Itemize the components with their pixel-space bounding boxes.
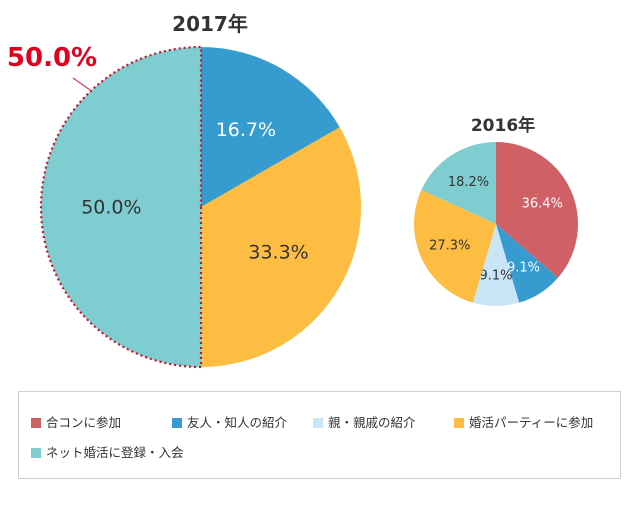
- pie-slice: [496, 224, 558, 303]
- pie-slice: [201, 47, 340, 207]
- slice-label: 27.3%: [429, 239, 470, 254]
- legend-swatch: [31, 448, 41, 458]
- legend-label: 友人・知人の紹介: [187, 415, 288, 430]
- callout-value: 50.0%: [7, 43, 97, 73]
- slice-label: 18.2%: [448, 175, 489, 190]
- slice-label: 36.4%: [522, 196, 563, 211]
- legend-label: ネット婚活に登録・入会: [46, 445, 184, 460]
- pie-slice: [496, 142, 578, 278]
- pie-slice: [41, 47, 201, 367]
- chart-title: 2017年: [172, 12, 248, 36]
- legend: 合コンに参加 友人・知人の紹介 親・親戚の紹介 婚活パーティーに参加 ネット婚活…: [18, 391, 621, 479]
- pie-slice: [472, 224, 520, 306]
- legend-swatch: [313, 418, 323, 428]
- slice-label: 50.0%: [81, 197, 141, 219]
- slice-label: 9.1%: [507, 260, 540, 275]
- pie-slice: [201, 127, 361, 368]
- slice-label: 16.7%: [216, 119, 276, 141]
- legend-item: 婚活パーティーに参加: [454, 412, 593, 431]
- pie-slice: [421, 142, 496, 224]
- legend-item: 合コンに参加: [31, 412, 121, 431]
- slice-label: 9.1%: [479, 268, 512, 283]
- legend-item: 親・親戚の紹介: [313, 412, 416, 431]
- legend-label: 婚活パーティーに参加: [469, 415, 594, 430]
- legend-item: 友人・知人の紹介: [172, 412, 287, 431]
- pie-slice: [413, 189, 496, 303]
- legend-swatch: [454, 418, 464, 428]
- legend-swatch: [172, 418, 182, 428]
- legend-swatch: [31, 418, 41, 428]
- slice-label: 33.3%: [248, 242, 308, 264]
- legend-label: 親・親戚の紹介: [328, 415, 416, 430]
- highlight-outline: [39, 45, 203, 369]
- legend-label: 合コンに参加: [46, 415, 122, 430]
- callout-leader: [72, 77, 91, 91]
- chart-title: 2016年: [471, 115, 535, 136]
- legend-item: ネット婚活に登録・入会: [31, 442, 184, 461]
